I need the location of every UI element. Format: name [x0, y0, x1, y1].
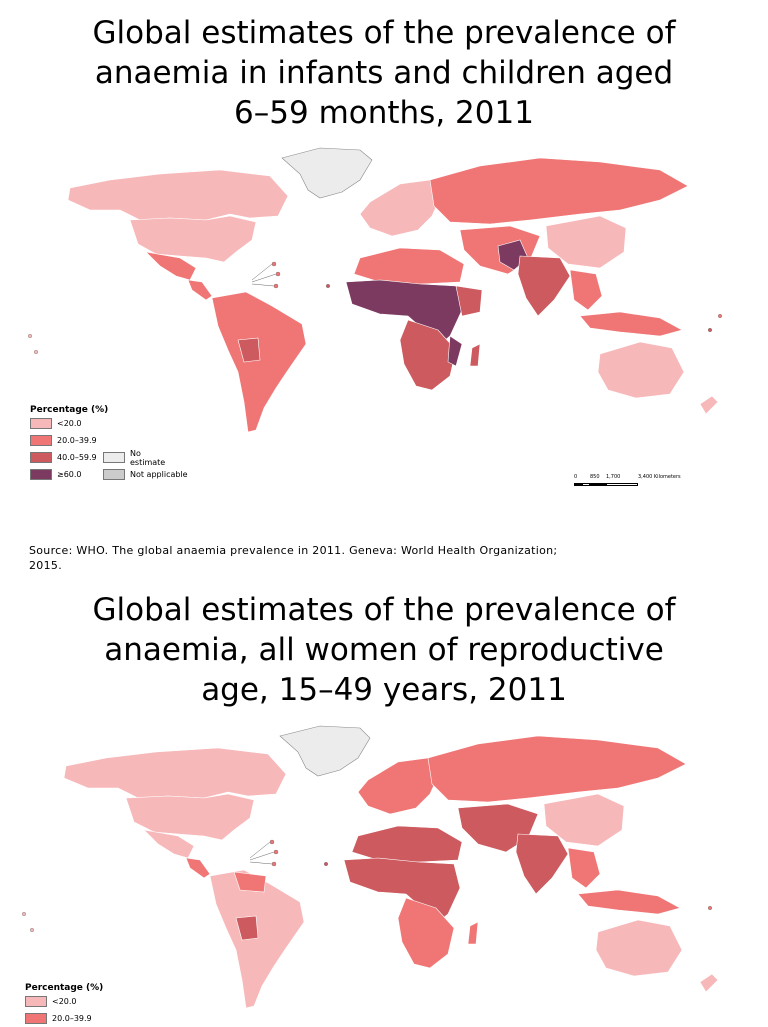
region-new-zealand — [699, 973, 719, 993]
legend-label: <20.0 — [57, 419, 82, 428]
legend-label: 20.0–39.9 — [57, 436, 97, 445]
map-title-women: Global estimates of the prevalence of an… — [0, 590, 768, 710]
region-new-zealand — [699, 395, 719, 415]
legend-title: Percentage (%) — [25, 983, 104, 993]
legend-item: 40.0–59.9 No estimate — [30, 448, 200, 467]
scale-bar: 0 850 1,700 3,400 Kilometers — [574, 474, 684, 494]
region-bolivia — [237, 337, 261, 363]
region-greenland — [281, 147, 373, 199]
region-europe — [359, 179, 441, 237]
region-madagascar — [467, 921, 479, 945]
legend-item: 20.0–39.9 — [25, 1010, 103, 1027]
legend-item: ≥60.0 Not applicable — [30, 466, 200, 483]
scale-bar-graphic — [574, 483, 684, 486]
region-north-africa — [351, 825, 463, 863]
legend-label: 20.0–39.9 — [52, 1014, 92, 1023]
region-horn-africa — [455, 285, 483, 317]
region-russia — [429, 157, 689, 225]
region-canada — [67, 169, 289, 221]
region-india — [515, 833, 569, 895]
title-line: anaemia, all women of reproductive — [104, 632, 664, 668]
region-china — [543, 793, 625, 847]
region-southern-africa — [399, 319, 457, 391]
region-canada — [63, 747, 287, 799]
legend-swatch — [30, 435, 52, 446]
title-line: age, 15–49 years, 2011 — [201, 672, 567, 708]
region-bolivia — [235, 915, 259, 941]
scale-tick: 1,700 — [606, 474, 621, 480]
region-china — [545, 215, 627, 269]
region-south-america — [211, 291, 307, 433]
source-citation: Source: WHO. The global anaemia prevalen… — [29, 544, 558, 572]
region-greenland — [279, 725, 371, 777]
region-usa — [125, 793, 255, 841]
world-map-children-svg — [27, 147, 723, 433]
legend-swatch — [30, 418, 52, 429]
legend-title: Percentage (%) — [30, 405, 109, 415]
region-south-america — [209, 869, 305, 1009]
scale-tick: 3,400 Kilometers — [638, 474, 681, 480]
legend-label: Not applicable — [130, 470, 188, 479]
region-central-america — [187, 279, 213, 301]
legend-swatch — [25, 1013, 47, 1024]
region-se-asia — [567, 847, 601, 889]
region-venezuela — [233, 871, 267, 893]
legend-label: No estimate — [130, 448, 166, 467]
map-title-children: Global estimates of the prevalence of an… — [0, 13, 768, 133]
region-india — [517, 255, 571, 317]
legend-label: 40.0–59.9 — [57, 453, 97, 462]
world-map-women: Percentage (%) <20.0 20.0–39.9 — [14, 716, 754, 1024]
legend-swatch — [103, 452, 125, 463]
world-map-women-svg — [21, 725, 719, 1009]
region-europe — [357, 757, 439, 815]
legend-swatch — [30, 452, 52, 463]
legend-swatch — [103, 469, 125, 480]
legend-swatch — [30, 469, 52, 480]
legend-item: <20.0 — [25, 993, 103, 1010]
title-line: Global estimates of the prevalence of — [92, 15, 676, 51]
region-central-america — [185, 857, 211, 879]
region-australia — [595, 919, 683, 977]
legend-label: <20.0 — [52, 997, 77, 1006]
region-mozambique — [447, 335, 463, 367]
scale-tick: 0 — [574, 474, 578, 480]
world-map-children: Percentage (%) <20.0 20.0–39.9 40.0–59.9… — [20, 140, 748, 492]
scale-tick: 850 — [590, 474, 600, 480]
region-north-africa — [353, 247, 465, 285]
title-line: anaemia in infants and children aged — [94, 55, 674, 91]
region-russia — [427, 735, 687, 803]
region-se-asia — [569, 269, 603, 311]
region-madagascar — [469, 343, 481, 367]
title-line: Global estimates of the prevalence of — [92, 592, 676, 628]
region-indonesia — [579, 311, 683, 337]
legend-label: ≥60.0 — [57, 470, 82, 479]
legend-women: Percentage (%) <20.0 20.0–39.9 — [25, 983, 103, 1027]
region-australia — [597, 341, 685, 399]
title-line: 6–59 months, 2011 — [234, 95, 534, 131]
legend-swatch — [25, 996, 47, 1007]
legend-item: 20.0–39.9 — [30, 432, 200, 449]
legend-item: <20.0 — [30, 415, 200, 432]
legend-children: Percentage (%) <20.0 20.0–39.9 40.0–59.9… — [30, 405, 200, 483]
region-southern-africa — [397, 897, 455, 969]
region-indonesia — [577, 889, 681, 915]
